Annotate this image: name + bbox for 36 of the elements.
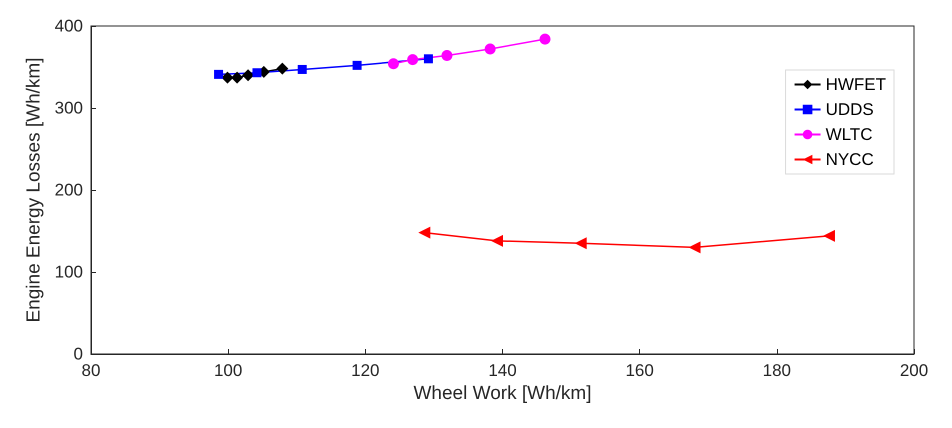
point — [418, 226, 430, 239]
x-tick-label: 180 — [762, 361, 792, 380]
point — [252, 68, 262, 78]
point — [491, 234, 504, 247]
point — [214, 70, 224, 79]
y-tick-label: 200 — [54, 180, 83, 200]
point — [441, 50, 452, 62]
y-tick-label: 100 — [54, 262, 83, 282]
x-tick-label: 120 — [351, 361, 380, 380]
point — [822, 230, 835, 242]
x-tick-label: 200 — [900, 361, 928, 380]
point — [352, 60, 362, 70]
point — [231, 72, 244, 84]
point — [484, 43, 496, 54]
y-tick-label: 300 — [54, 98, 83, 118]
point — [540, 34, 551, 45]
x-tick-label: 160 — [625, 361, 654, 380]
point — [388, 58, 399, 70]
y-tick-label: 0 — [74, 344, 83, 364]
y-axis-title: Engine Energy Losses [Wh/km] — [24, 57, 45, 323]
point — [298, 64, 307, 74]
legend-label: UDDS — [826, 100, 874, 119]
point — [688, 241, 701, 254]
point — [424, 54, 433, 64]
legend-label: NYCC — [826, 150, 874, 169]
x-tick-label: 140 — [488, 361, 517, 380]
legend-label: WLTC — [826, 125, 872, 144]
legend-label: HWFET — [826, 75, 886, 94]
x-tick-label: 80 — [82, 361, 100, 380]
point — [221, 72, 234, 84]
x-axis-title: Wheel Work [Wh/km] — [413, 383, 592, 404]
point — [574, 237, 587, 250]
x-tick-label: 100 — [214, 361, 242, 380]
point — [407, 54, 418, 66]
point — [276, 62, 288, 75]
y-tick-label: 400 — [54, 16, 83, 36]
